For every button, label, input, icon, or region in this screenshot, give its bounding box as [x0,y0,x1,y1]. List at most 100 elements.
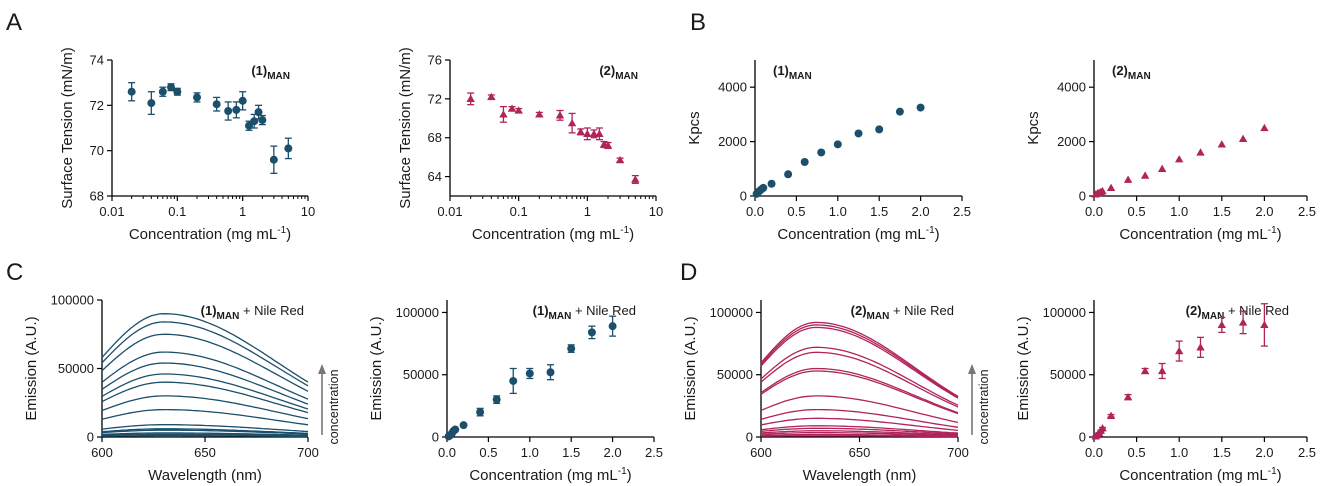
x-tick-label: 0.0 [438,445,456,460]
data-point [509,376,518,385]
series-annotation: (1)MAN [251,63,290,82]
panel-letter-b: B [690,9,706,36]
data-point-triangle [595,129,604,137]
data-point [224,107,233,115]
x-tick-label: 1.0 [829,204,847,219]
data-point-triangle [1157,164,1167,172]
spectrum-line [101,333,309,392]
y-tick-label: 100000 [710,305,753,320]
data-point-triangle [507,104,517,112]
data-point-triangle [1260,123,1269,132]
data-point-triangle [535,110,544,118]
x-axis-label: Concentration (mg mL-1) [469,466,631,484]
spectrum-line [101,408,309,426]
spectrum-line [760,370,959,415]
data-point [854,129,863,138]
series-annotation: (2)MAN [1112,63,1151,82]
panel-letter-d: D [680,259,697,286]
data-point-triangle [1238,134,1248,143]
x-tick-label: 1.5 [562,445,580,460]
data-point [546,368,555,377]
data-point [158,87,167,96]
spectrum-line [760,417,959,432]
x-axis-label: Wavelength (nm) [803,467,917,484]
y-axis-label: Emission (A.U.) [23,316,40,420]
x-tick-label: 650 [194,445,216,460]
spectrum-line [760,324,959,398]
spectrum-line [760,346,959,406]
x-tick-label: 2.5 [953,204,971,219]
x-tick-label: 0.1 [510,204,528,219]
data-point-triangle [466,94,475,103]
x-axis-label: Concentration (mg mL-1) [777,225,939,243]
x-axis-label: Concentration (mg mL-1) [129,225,291,243]
data-point-triangle [1098,186,1107,195]
y-tick-label: 72 [90,98,104,113]
spectrum-line [101,433,309,437]
x-tick-label: 2.0 [1255,204,1273,219]
y-tick-label: 4000 [1057,80,1086,95]
data-point [492,395,501,404]
x-tick-label: 2.0 [1255,445,1273,460]
x-tick-label: 1.0 [521,445,539,460]
data-point-triangle [589,129,599,137]
data-point-triangle [1196,148,1205,156]
spectrum-line [101,321,309,387]
data-point [476,408,485,417]
data-point-triangle [631,175,640,183]
data-point [173,87,182,96]
y-tick-label: 2000 [1057,134,1086,149]
arrow-head-icon [318,364,326,374]
y-tick-label: 68 [90,189,104,204]
data-point [127,87,136,96]
x-tick-label: 700 [947,445,969,460]
series-annotation: (1)MAN [773,63,812,82]
y-tick-label: 0 [740,189,747,204]
data-point-triangle [1123,175,1133,183]
data-point-triangle [1157,366,1167,375]
y-axis-label: Kpcs [1025,111,1042,144]
series-annotation: (1)MAN + Nile Red [201,303,304,322]
spectrum-line [101,424,309,433]
chart-7: 600 650 700 0 50000 100000 Wavelength (nm) Emis… [682,300,991,484]
data-point-triangle [603,141,613,149]
data-point-triangle [1106,183,1116,191]
data-point-triangle [1260,320,1269,329]
data-point [269,155,278,164]
data-point [875,125,884,134]
data-point-triangle [487,92,496,101]
x-tick-label: 1.0 [1170,445,1188,460]
x-tick-label: 1 [239,204,246,219]
data-point-triangle [1106,411,1116,419]
x-tick-label: 0.0 [1085,445,1103,460]
data-point [232,105,241,114]
data-point-triangle [1123,392,1133,401]
series-annotation: (2)MAN + Nile Red [851,303,954,322]
x-tick-label: 1.5 [1213,445,1231,460]
spectrum-line [101,381,309,414]
spectrum-line [760,326,959,399]
y-tick-label: 68 [428,130,442,145]
y-tick-label: 50000 [58,361,94,376]
x-tick-label: 2.0 [604,445,622,460]
data-point [800,158,809,166]
y-tick-label: 0 [746,430,753,445]
data-point [193,93,202,102]
y-axis-label: Emission (A.U.) [368,316,385,420]
y-tick-label: 70 [90,143,104,158]
data-point-triangle [1140,366,1150,375]
y-tick-label: 0 [432,430,439,445]
spectrum-line [760,367,959,414]
y-tick-label: 50000 [403,367,439,382]
data-point [833,140,842,149]
x-tick-label: 0.5 [787,204,805,219]
series-annotation: (1)MAN + Nile Red [533,303,636,322]
data-point [817,148,826,157]
x-tick-label: 1.0 [1170,204,1188,219]
y-tick-label: 50000 [717,367,753,382]
data-point [258,116,267,125]
y-tick-label: 76 [428,53,442,68]
data-point-triangle [1217,320,1226,329]
spectrum-line [760,321,959,397]
y-tick-label: 50000 [1050,367,1086,382]
